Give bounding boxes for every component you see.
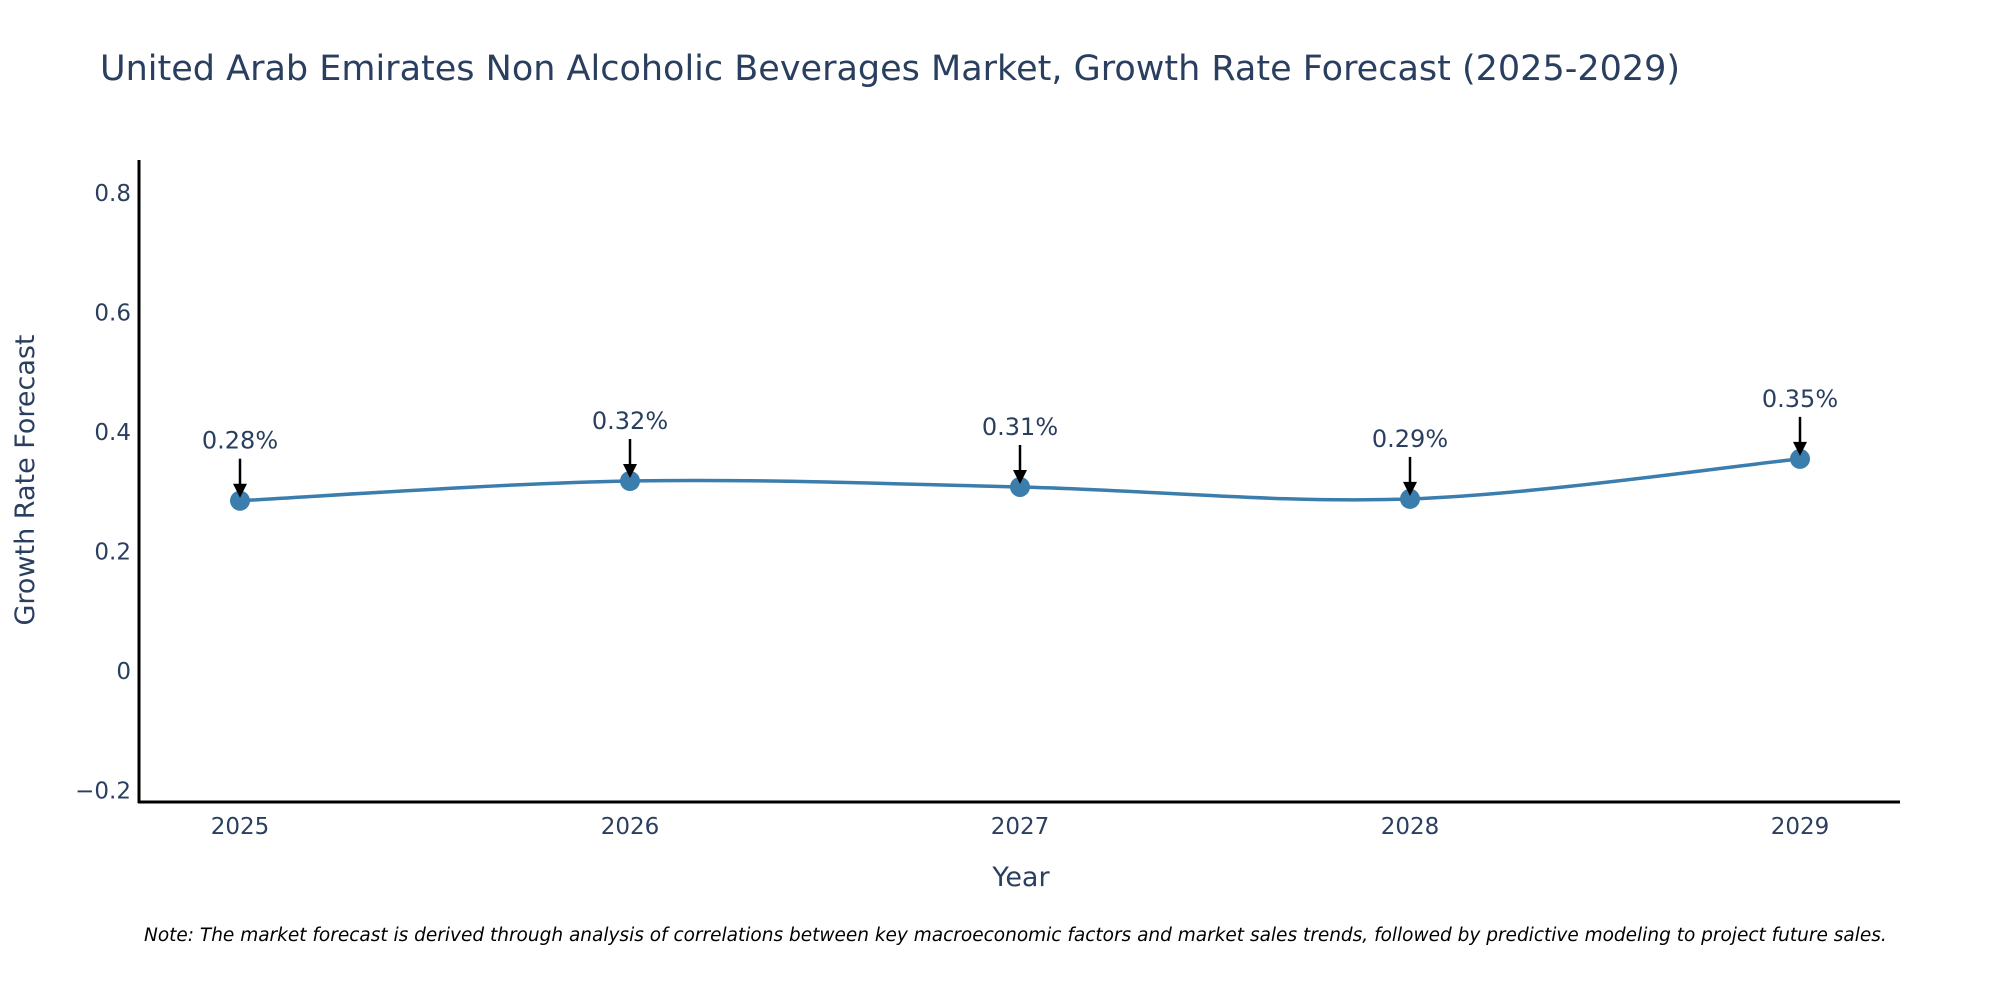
x-tick-label: 2027	[991, 814, 1050, 840]
y-tick-label: 0.2	[94, 540, 131, 566]
data-label: 0.35%	[1762, 385, 1838, 413]
data-point	[1400, 488, 1420, 509]
data-annotations: 0.28% 0.32% 0.31% 0.29% 0.35%	[202, 385, 1838, 498]
y-tick-label: 0	[116, 659, 131, 685]
x-tick-label: 2026	[601, 814, 660, 840]
x-tick-label: 2029	[1771, 814, 1830, 840]
footnote: Note: The market forecast is derived thr…	[144, 925, 1887, 946]
data-point	[1790, 448, 1810, 469]
annotation-arrow-head	[1013, 469, 1027, 484]
data-markers	[230, 448, 1810, 511]
data-label: 0.31%	[982, 413, 1058, 441]
x-tick-label: 2028	[1381, 814, 1440, 840]
x-axis-title: Year	[991, 862, 1050, 893]
annotation-arrow-head	[1793, 441, 1807, 456]
data-label: 0.32%	[592, 407, 668, 435]
annotation-arrow-head	[1403, 481, 1417, 496]
data-point	[230, 490, 250, 511]
data-label: 0.29%	[1372, 425, 1448, 453]
y-axis-title: Growth Rate Forecast	[10, 334, 41, 625]
data-label: 0.28%	[202, 427, 278, 455]
y-tick-label: −0.2	[75, 779, 131, 805]
x-tick-label: 2025	[211, 814, 270, 840]
chart-title: United Arab Emirates Non Alcoholic Bever…	[100, 49, 1680, 89]
y-tick-label: 0.8	[94, 181, 131, 207]
y-tick-label: 0.6	[94, 301, 131, 327]
annotation-arrow-head	[233, 483, 247, 498]
x-axis-ticks: 2025 2026 2027 2028 2029	[211, 814, 1830, 840]
annotation-arrow-head	[623, 463, 637, 478]
data-point	[620, 470, 640, 491]
y-tick-label: 0.4	[94, 420, 131, 446]
y-axis-ticks: −0.2 0 0.2 0.4 0.6 0.8	[75, 181, 131, 805]
data-point	[1010, 476, 1030, 497]
